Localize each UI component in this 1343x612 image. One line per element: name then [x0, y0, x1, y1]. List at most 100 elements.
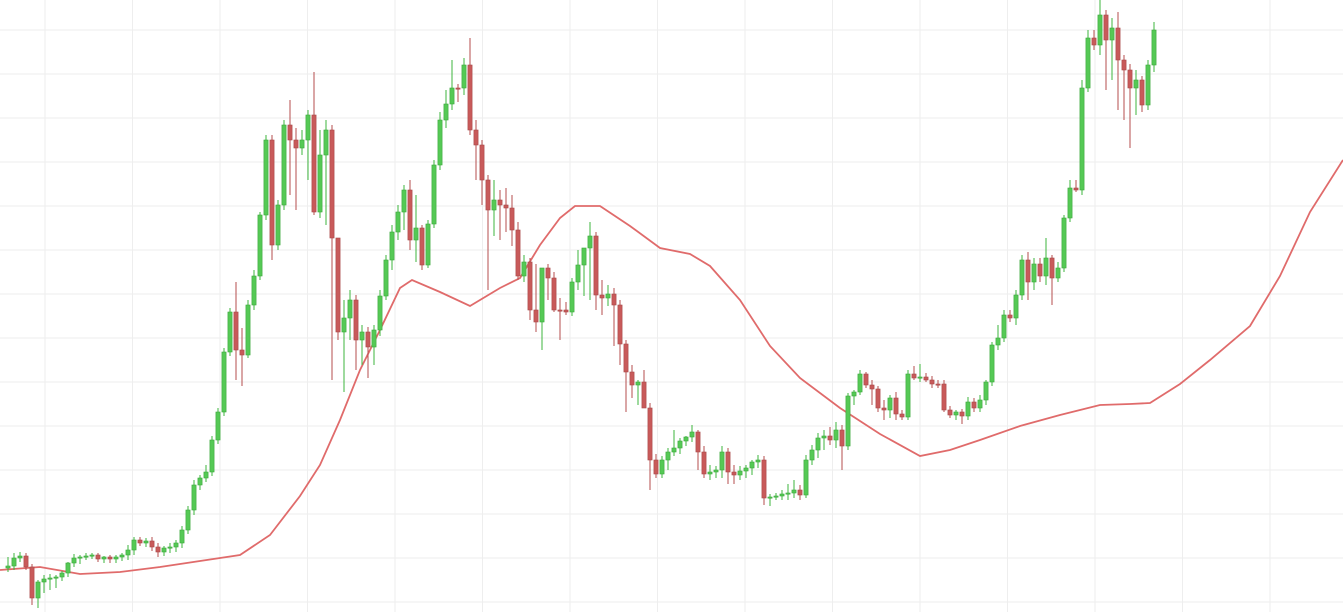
- candle-body: [875, 388, 881, 409]
- candle: [731, 465, 737, 484]
- candle-body: [1085, 37, 1091, 89]
- candle: [917, 364, 923, 382]
- candle: [773, 493, 779, 500]
- candle: [179, 526, 185, 548]
- candle-body: [89, 554, 95, 557]
- candle-body: [515, 229, 521, 277]
- candle: [185, 506, 191, 534]
- candle: [815, 433, 821, 458]
- candle: [797, 485, 803, 500]
- candle-body: [311, 114, 317, 213]
- candle-body: [695, 431, 701, 453]
- candle: [239, 328, 245, 386]
- candle: [569, 278, 575, 316]
- candle: [995, 325, 1001, 350]
- candle-body: [653, 459, 659, 475]
- candle-body: [1121, 59, 1127, 71]
- candle-body: [497, 199, 503, 206]
- candle-body: [989, 344, 995, 383]
- candle-body: [227, 311, 233, 353]
- candle: [65, 562, 71, 577]
- candle-body: [251, 275, 257, 306]
- candle-body: [491, 199, 497, 211]
- candle-body: [881, 407, 887, 411]
- candle-body: [677, 440, 683, 449]
- candle: [167, 543, 173, 553]
- candle: [833, 422, 839, 448]
- candle-body: [239, 349, 245, 356]
- candle: [899, 410, 905, 420]
- candle-body: [5, 565, 11, 569]
- candle-body: [281, 124, 287, 206]
- candle: [707, 465, 713, 480]
- candle-body: [839, 429, 845, 447]
- candle: [725, 448, 731, 484]
- candle: [875, 386, 881, 412]
- candle-body: [395, 211, 401, 233]
- candle: [365, 327, 371, 378]
- candle-body: [53, 576, 59, 579]
- candle: [389, 225, 395, 270]
- candle: [839, 425, 845, 470]
- candle-body: [305, 114, 311, 141]
- candle-body: [1037, 263, 1043, 277]
- candle-body: [407, 189, 413, 241]
- candle-body: [623, 343, 629, 373]
- candle-body: [11, 557, 17, 567]
- candle: [227, 308, 233, 356]
- candle: [107, 555, 113, 563]
- candle: [419, 225, 425, 270]
- candle-body: [35, 581, 41, 599]
- candle: [545, 264, 551, 300]
- candle-body: [443, 103, 449, 121]
- candle: [137, 537, 143, 546]
- candle: [893, 392, 899, 420]
- candle: [575, 250, 581, 290]
- candle-body: [803, 459, 809, 496]
- candle-body: [215, 411, 221, 441]
- candle-body: [929, 379, 935, 385]
- candle-body: [377, 295, 383, 331]
- candle-body: [869, 384, 875, 390]
- candle-body: [635, 381, 641, 386]
- candle: [761, 456, 767, 505]
- candle: [1103, 10, 1109, 90]
- candle-body: [887, 397, 893, 411]
- candle: [353, 295, 359, 370]
- candle: [1055, 262, 1061, 282]
- candle: [203, 465, 209, 482]
- candle: [359, 325, 365, 365]
- candle-body: [83, 555, 89, 558]
- candle-body: [791, 489, 797, 494]
- candle-body: [785, 492, 791, 495]
- candle-body: [1097, 14, 1103, 46]
- moving-average-line: [0, 159, 1343, 575]
- candle-body: [1001, 314, 1007, 339]
- candle-body: [647, 407, 653, 461]
- candle-body: [329, 129, 335, 239]
- candle: [1139, 76, 1145, 112]
- candle-body: [773, 495, 779, 498]
- candle: [509, 195, 515, 246]
- candle: [89, 553, 95, 559]
- candle-body: [1067, 187, 1073, 219]
- candle: [743, 465, 749, 478]
- candle: [905, 370, 911, 420]
- candle: [1151, 22, 1157, 72]
- candle: [1079, 80, 1085, 195]
- candle: [233, 282, 239, 380]
- candle-body: [383, 259, 389, 297]
- candle-body: [509, 207, 515, 231]
- candle: [371, 325, 377, 365]
- candle: [77, 555, 83, 564]
- candle-body: [161, 547, 167, 553]
- candle: [1145, 60, 1151, 110]
- candle: [1115, 12, 1121, 110]
- candle: [1025, 252, 1031, 300]
- candle: [671, 430, 677, 456]
- candle: [827, 427, 833, 445]
- candle: [647, 403, 653, 490]
- candle-body: [707, 471, 713, 475]
- candle: [173, 540, 179, 552]
- candle-body: [731, 471, 737, 476]
